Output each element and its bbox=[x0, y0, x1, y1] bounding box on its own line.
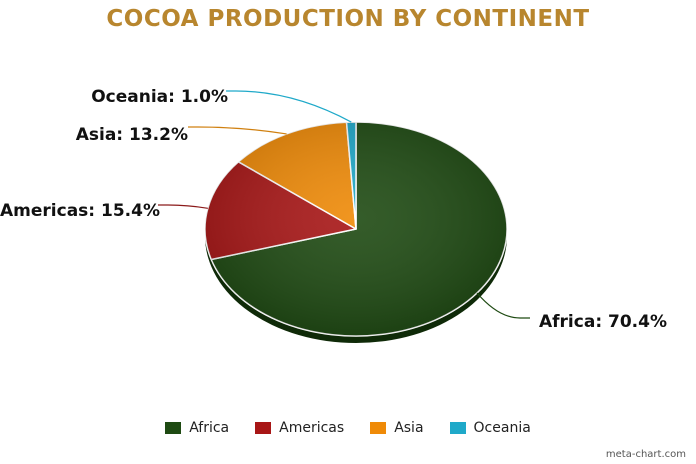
leader-line-oceania bbox=[226, 90, 352, 123]
legend-swatch-asia bbox=[370, 422, 387, 434]
legend-swatch-americas bbox=[255, 422, 272, 434]
legend-item-americas[interactable]: Americas bbox=[255, 420, 344, 436]
legend-label-asia: Asia bbox=[394, 420, 424, 436]
slice-label-americas: Americas: 15.4% bbox=[0, 201, 160, 221]
legend-swatch-oceania bbox=[449, 422, 466, 434]
legend-item-asia[interactable]: Asia bbox=[370, 420, 424, 436]
slice-label-africa: Africa: 70.4% bbox=[539, 312, 667, 332]
chart-title: COCOA PRODUCTION BY CONTINENT bbox=[106, 6, 590, 32]
legend-swatch-africa bbox=[165, 422, 182, 434]
leader-line-africa bbox=[476, 292, 530, 319]
credit-text: meta-chart.com bbox=[605, 449, 686, 460]
legend-label-oceania: Oceania bbox=[473, 420, 531, 436]
legend-label-africa: Africa bbox=[189, 420, 230, 436]
leader-line-americas bbox=[158, 204, 208, 209]
pie-leader-lines bbox=[158, 90, 530, 319]
legend-label-americas: Americas bbox=[279, 420, 345, 436]
legend: Africa Americas Asia Oceania bbox=[0, 420, 696, 436]
pie-slices bbox=[204, 121, 508, 337]
leader-line-asia bbox=[188, 126, 287, 135]
legend-item-oceania[interactable]: Oceania bbox=[449, 420, 531, 436]
slice-label-asia: Asia: 13.2% bbox=[76, 125, 188, 145]
pie-labels: Africa: 70.4% Americas: 15.4% Asia: 13.2% O… bbox=[0, 87, 667, 332]
legend-item-africa[interactable]: Africa bbox=[165, 420, 229, 436]
slice-label-oceania: Oceania: 1.0% bbox=[91, 87, 228, 107]
